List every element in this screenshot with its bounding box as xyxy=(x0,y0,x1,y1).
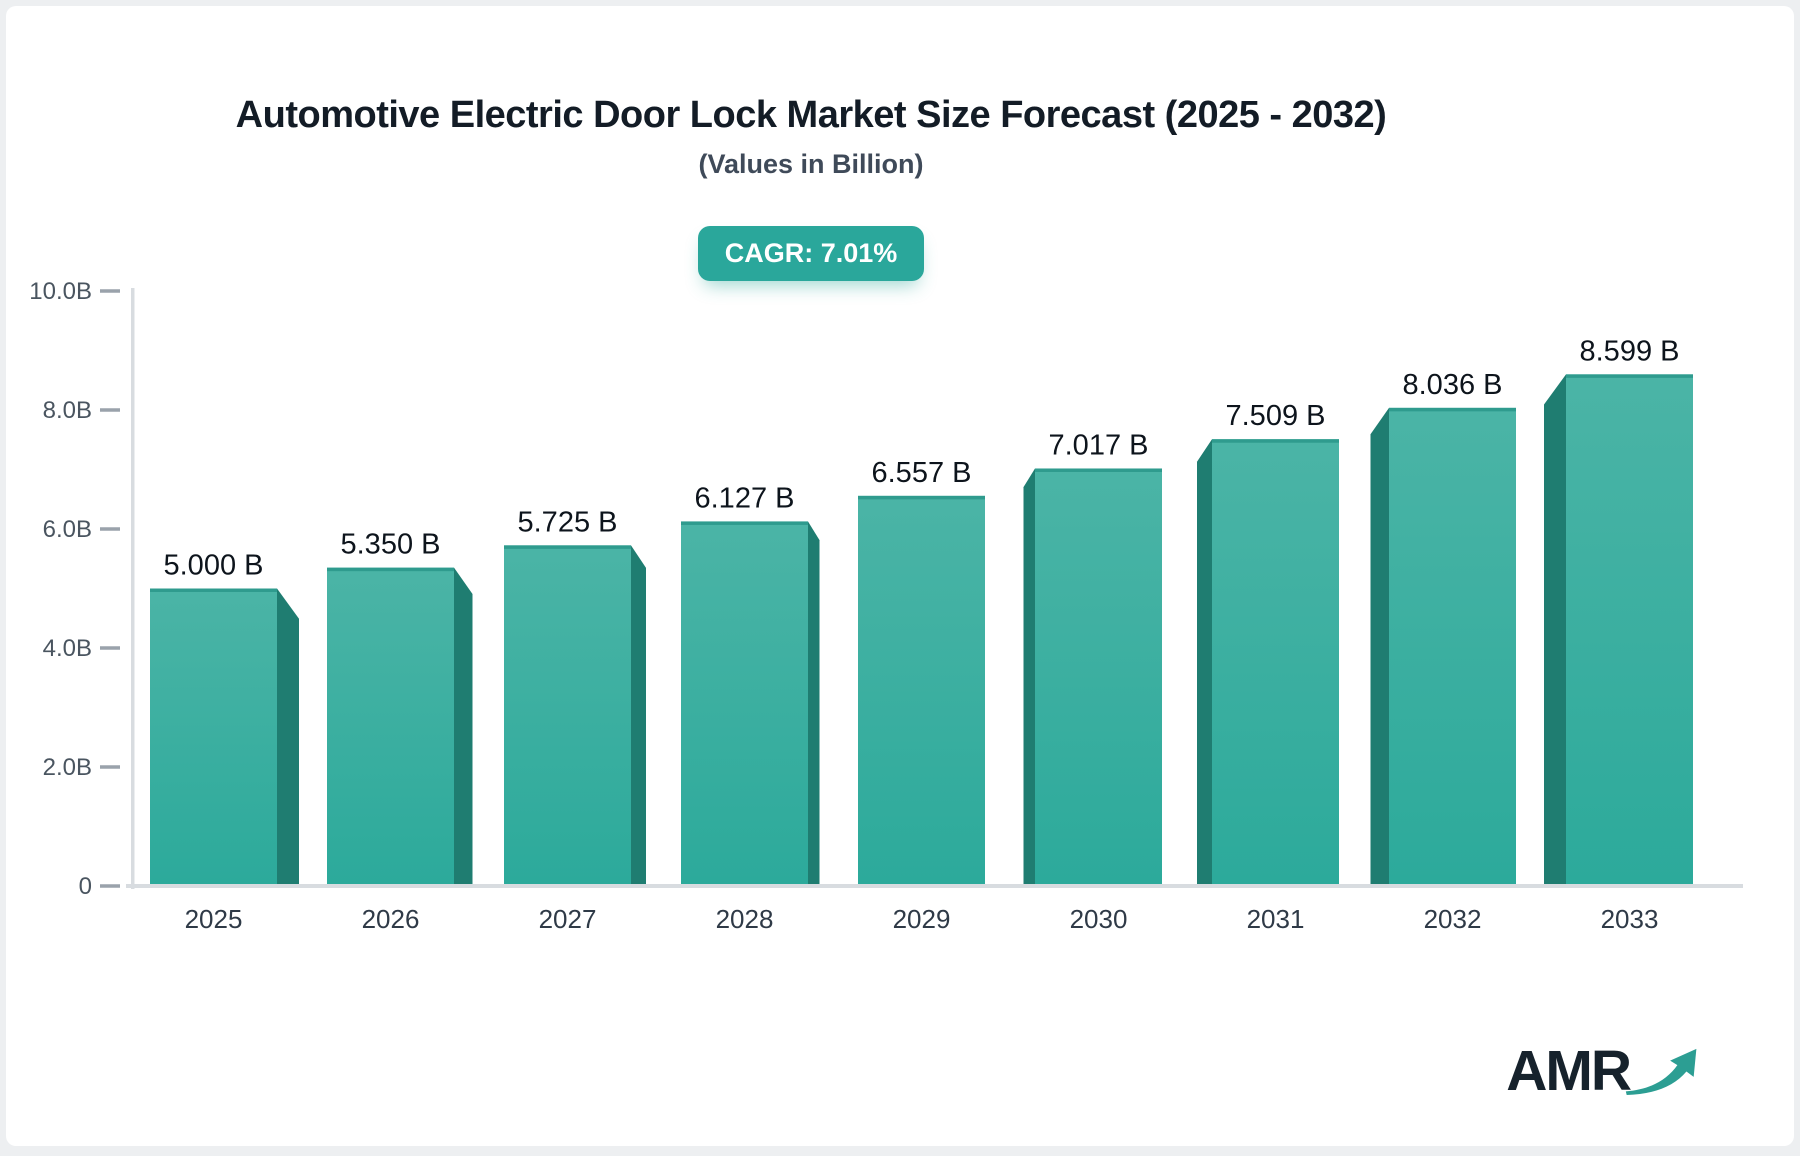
y-tick-mark xyxy=(100,884,120,888)
x-axis-label-2028: 2028 xyxy=(716,904,774,934)
bar-2027 xyxy=(504,545,631,884)
bar-2029 xyxy=(858,495,985,884)
amr-logo-text: AMR xyxy=(1506,1039,1632,1103)
y-tick-label: 6.0B xyxy=(43,516,92,543)
trend-arrow-icon xyxy=(1625,1048,1697,1096)
data-label-2032: 8.036 B xyxy=(1403,369,1503,401)
bar-top-edge-2029 xyxy=(858,495,985,500)
x-axis-line xyxy=(126,884,1743,888)
x-axis-label-2029: 2029 xyxy=(893,904,951,934)
y-tick-label: 2.0B xyxy=(43,754,92,781)
bar-top-edge-2031 xyxy=(1212,439,1339,443)
data-label-2026: 5.350 B xyxy=(341,529,441,561)
y-tick-mark xyxy=(100,646,120,650)
bar-2033 xyxy=(1566,374,1693,884)
data-label-2027: 5.725 B xyxy=(518,506,618,538)
bar-side-2025 xyxy=(277,588,299,884)
x-axis-label-2030: 2030 xyxy=(1070,904,1128,934)
y-tick-mark xyxy=(100,289,120,293)
bar-2030 xyxy=(1035,468,1162,884)
x-axis-label-2032: 2032 xyxy=(1424,904,1482,934)
data-label-2033: 8.599 B xyxy=(1580,335,1680,367)
y-tick-label: 8.0B xyxy=(43,397,92,424)
bar-side-2027 xyxy=(631,545,646,884)
bar-side-2033 xyxy=(1544,374,1566,884)
bar-2028 xyxy=(681,521,808,884)
x-axis-label-2031: 2031 xyxy=(1247,904,1305,934)
bar-side-2028 xyxy=(808,521,820,884)
amr-logo: AMR xyxy=(1506,1043,1700,1100)
data-label-2030: 7.017 B xyxy=(1049,429,1149,461)
data-label-2028: 6.127 B xyxy=(695,482,795,514)
bar-side-2032 xyxy=(1370,407,1389,884)
bar-side-2031 xyxy=(1197,439,1212,884)
bar-side-2026 xyxy=(454,567,473,884)
data-label-2031: 7.509 B xyxy=(1226,400,1326,432)
bar-2025 xyxy=(150,588,277,884)
x-axis-label-2026: 2026 xyxy=(362,904,420,934)
y-tick-label: 0 xyxy=(79,873,92,900)
bar-chart: 0 2.0B 4.0B 6.0B 8.0B 10.0B 5.000 B 2025 5.350 B… xyxy=(29,278,1743,934)
bar-top-edge-2030 xyxy=(1035,468,1162,472)
bar-2032 xyxy=(1389,407,1516,884)
bar-top-edge-2028 xyxy=(681,521,808,525)
chart-card: Automotive Electric Door Lock Market Siz… xyxy=(6,6,1794,1146)
bar-top-edge-2026 xyxy=(327,567,454,572)
x-axis-label-2025: 2025 xyxy=(185,904,243,934)
bar-2026 xyxy=(327,567,454,884)
y-tick-label: 4.0B xyxy=(43,635,92,662)
y-tick-mark xyxy=(100,527,120,531)
y-axis-line xyxy=(131,288,135,889)
x-axis-label-2033: 2033 xyxy=(1601,904,1659,934)
bar-side-2030 xyxy=(1023,468,1035,884)
y-tick-mark xyxy=(100,408,120,412)
y-tick-mark xyxy=(100,765,120,769)
y-tick-label: 10.0B xyxy=(29,278,92,305)
bar-2031 xyxy=(1212,439,1339,884)
x-axis-label-2027: 2027 xyxy=(539,904,597,934)
bar-top-edge-2033 xyxy=(1566,374,1693,378)
data-label-2025: 5.000 B xyxy=(164,550,264,582)
bar-top-edge-2032 xyxy=(1389,407,1516,412)
bar-top-edge-2027 xyxy=(504,545,631,549)
data-label-2029: 6.557 B xyxy=(872,457,972,489)
bar-top-edge-2025 xyxy=(150,588,277,592)
